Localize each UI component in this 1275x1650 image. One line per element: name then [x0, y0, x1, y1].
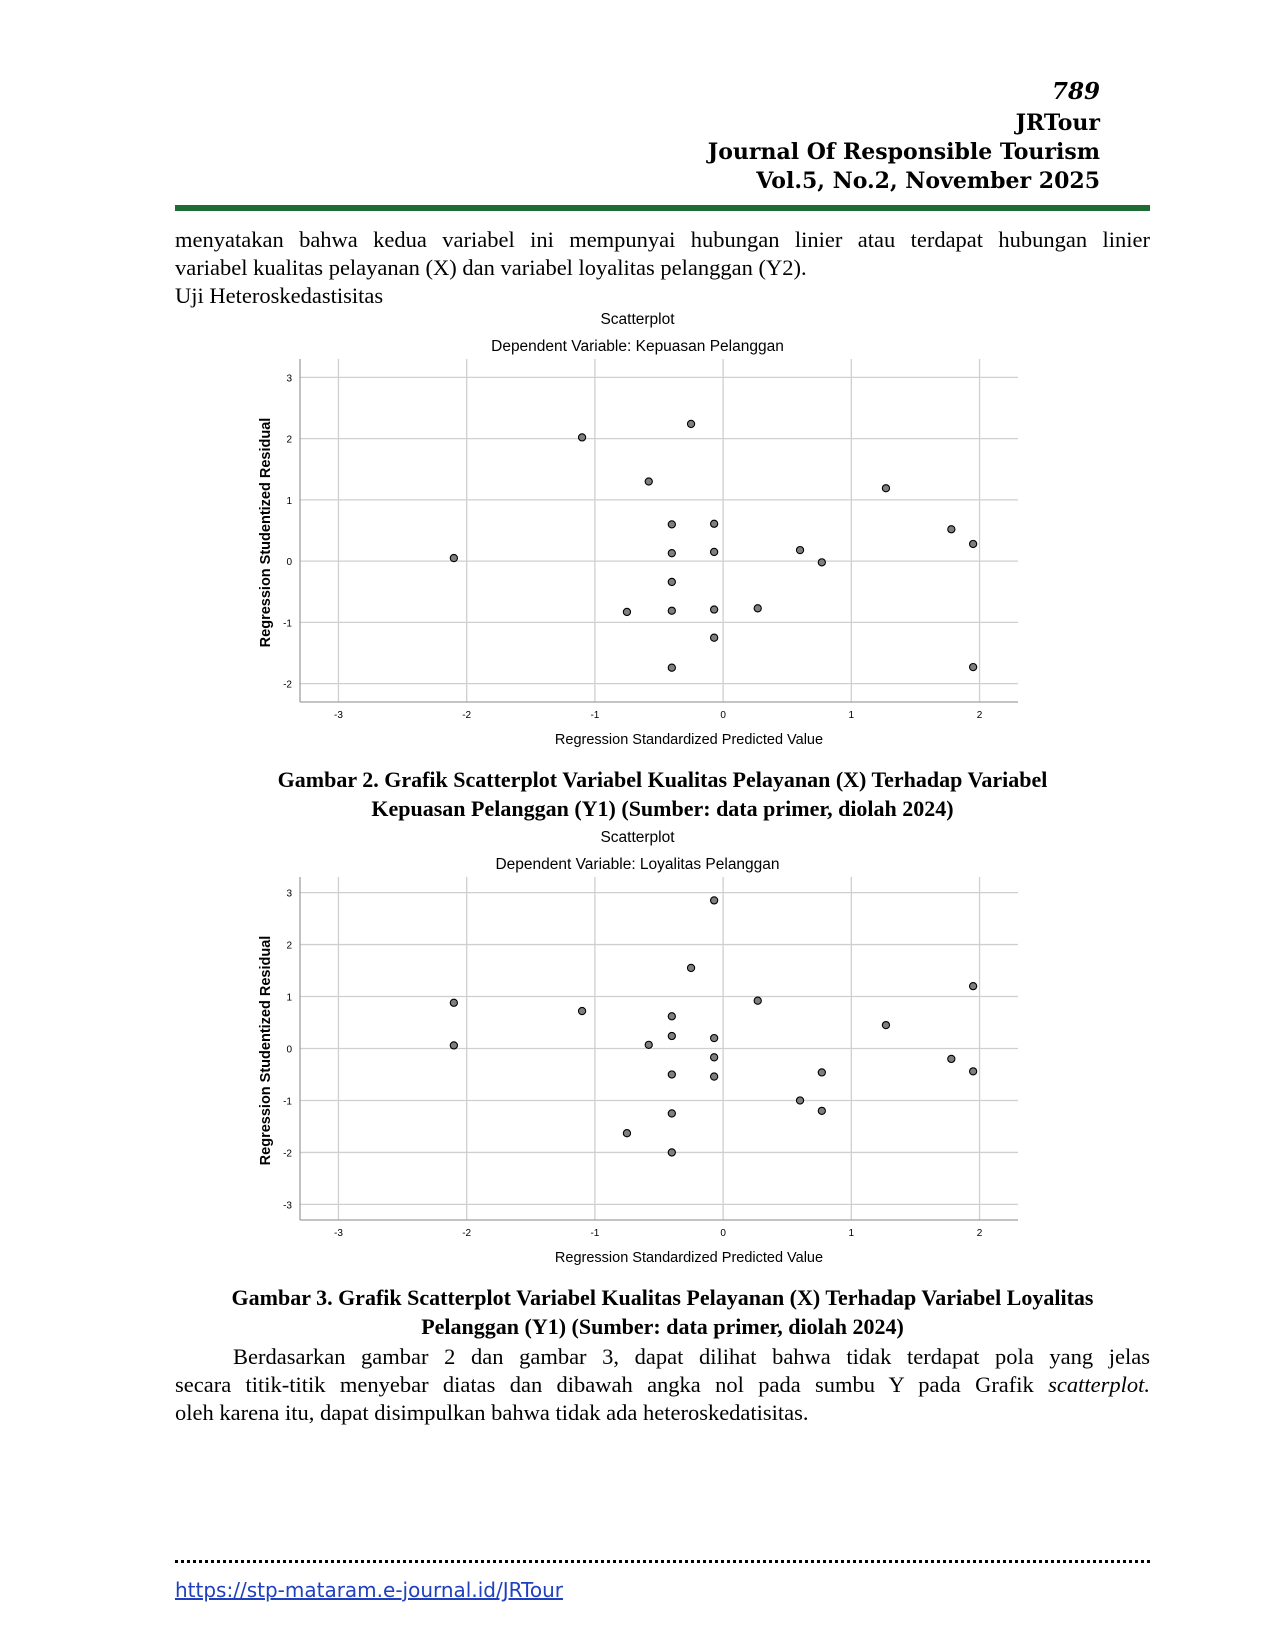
scatter-point — [686, 419, 696, 429]
journal-short-title: JRTour — [1015, 110, 1100, 136]
scatter-point — [709, 547, 719, 557]
figure-2-caption-line-1: Gambar 2. Grafik Scatterplot Variabel Ku… — [277, 767, 1048, 792]
y-tick-label: -2 — [283, 1148, 292, 1159]
scatter-point — [968, 539, 978, 549]
y-tick-label: 2 — [286, 941, 292, 952]
scatterplot-loyalitas: -3 -2 -1 0 1 2 -3 -2 -1 0 1 2 3 Regression Standardiz… — [258, 877, 1018, 1266]
scatter-point — [622, 1129, 632, 1138]
y-tick-label: -1 — [283, 1096, 292, 1107]
scatter-point — [753, 604, 762, 613]
scatter-point — [577, 1006, 587, 1016]
scatter-point — [667, 1070, 676, 1079]
y-axis-label: Regression Studentized Residual — [258, 936, 274, 1166]
footer-link[interactable]: https://stp-mataram.e-journal.id/JRTour — [175, 1578, 564, 1602]
journal-volume: Vol.5, No.2, November 2025 — [756, 168, 1100, 194]
scatter-point — [968, 1067, 978, 1076]
footer-dotted-rule — [175, 1560, 1150, 1563]
scatter-point — [709, 1053, 719, 1062]
x-tick-label: -1 — [590, 1228, 599, 1239]
scatter-point — [817, 1068, 826, 1077]
figure-2-title: Scatterplot — [600, 829, 675, 846]
x-tick-label: -2 — [462, 1228, 471, 1239]
scatter-point — [667, 1109, 676, 1118]
y-tick-label: 1 — [286, 496, 292, 507]
x-tick-label: 0 — [720, 1228, 726, 1239]
scatter-point — [968, 662, 978, 672]
y-tick-label: -1 — [283, 618, 292, 629]
x-tick-label: 1 — [849, 1228, 855, 1239]
x-axis-label: Regression Standardized Predicted Value — [555, 1250, 823, 1266]
scatter-point — [817, 558, 826, 567]
y-tick-label: 0 — [286, 1045, 292, 1056]
conclusion-line-2: secara titik-titik menyebar diatas dan d… — [175, 1371, 1150, 1398]
scatter-point — [709, 519, 719, 528]
scatter-point — [622, 607, 632, 617]
conclusion-line-2-italic: scatterplot. — [1048, 1372, 1150, 1397]
x-tick-label: 2 — [977, 1228, 983, 1239]
y-tick-label: 1 — [286, 993, 292, 1004]
scatter-point — [449, 553, 459, 563]
scatter-point — [881, 1020, 891, 1030]
scatter-point — [577, 433, 587, 442]
x-tick-label: -3 — [334, 710, 343, 721]
scatterplot-kepuasan: -3 -2 -1 0 1 2 -2 -1 0 1 2 3 Regression Standardized… — [258, 359, 1018, 748]
y-tick-label: 3 — [286, 889, 292, 900]
figure-2-subtitle: Dependent Variable: Loyalitas Pelanggan — [495, 856, 780, 873]
x-tick-label: 1 — [849, 710, 855, 721]
scatter-point — [709, 633, 719, 642]
scatter-point — [817, 1106, 826, 1116]
conclusion-line-1: Berdasarkan gambar 2 dan gambar 3, dapat… — [233, 1344, 1150, 1369]
scatter-point — [449, 1041, 459, 1050]
x-tick-label: 2 — [977, 710, 983, 721]
scatter-point — [795, 545, 805, 555]
figure-3-caption-line-1: Gambar 3. Grafik Scatterplot Variabel Ku… — [231, 1285, 1094, 1310]
x-tick-label: -1 — [590, 710, 599, 721]
scatter-point — [667, 1012, 676, 1021]
scatter-point — [709, 896, 719, 905]
scatter-point — [667, 577, 676, 587]
y-tick-label: 2 — [286, 435, 292, 446]
figure-1-subtitle: Dependent Variable: Kepuasan Pelanggan — [491, 338, 784, 355]
scatter-point — [667, 1148, 676, 1157]
scatter-point — [753, 996, 762, 1005]
scatter-point — [686, 963, 696, 973]
section-heading: Uji Heteroskedastisitas — [175, 283, 384, 308]
scatter-point — [667, 1031, 676, 1041]
scatter-point — [709, 1072, 719, 1081]
scatter-point — [947, 525, 956, 534]
y-axis-label: Regression Studentized Residual — [258, 418, 274, 648]
page-number: 789 — [1051, 78, 1100, 105]
x-tick-label: 0 — [720, 710, 726, 721]
scatter-point — [709, 1033, 719, 1043]
scatter-point — [644, 477, 653, 486]
scatter-point — [667, 549, 676, 558]
x-tick-label: -2 — [462, 710, 471, 721]
figure-3-caption-line-2: Pelanggan (Y1) (Sumber: data primer, dio… — [421, 1314, 904, 1339]
scatter-point — [947, 1054, 956, 1064]
x-axis-label: Regression Standardized Predicted Value — [555, 732, 823, 748]
intro-line-1: menyatakan bahwa kedua variabel ini memp… — [175, 227, 1150, 252]
scatter-point — [449, 998, 459, 1007]
scatter-point — [644, 1040, 653, 1050]
scatter-point — [881, 484, 891, 493]
scatter-point — [667, 663, 676, 672]
scatter-point — [968, 981, 978, 991]
y-tick-label: 3 — [286, 373, 292, 384]
scatter-point — [795, 1096, 805, 1105]
scatter-point — [667, 606, 676, 615]
journal-full-title: Journal Of Responsible Tourism — [707, 139, 1100, 165]
conclusion-line-2-text: secara titik-titik menyebar diatas dan d… — [175, 1372, 1049, 1397]
figure-2-caption-line-2: Kepuasan Pelanggan (Y1) (Sumber: data pr… — [371, 796, 954, 821]
figure-1-title: Scatterplot — [600, 311, 675, 328]
scatter-point — [667, 520, 676, 529]
scatter-point — [709, 605, 719, 614]
y-tick-label: -3 — [283, 1200, 292, 1211]
conclusion-line-3: oleh karena itu, dapat disimpulkan bahwa… — [175, 1400, 809, 1425]
y-tick-label: 0 — [286, 557, 292, 568]
intro-line-2: variabel kualitas pelayanan (X) dan vari… — [175, 255, 807, 280]
header-rule — [175, 205, 1150, 211]
x-tick-label: -3 — [334, 1228, 343, 1239]
y-tick-label: -2 — [283, 680, 292, 691]
